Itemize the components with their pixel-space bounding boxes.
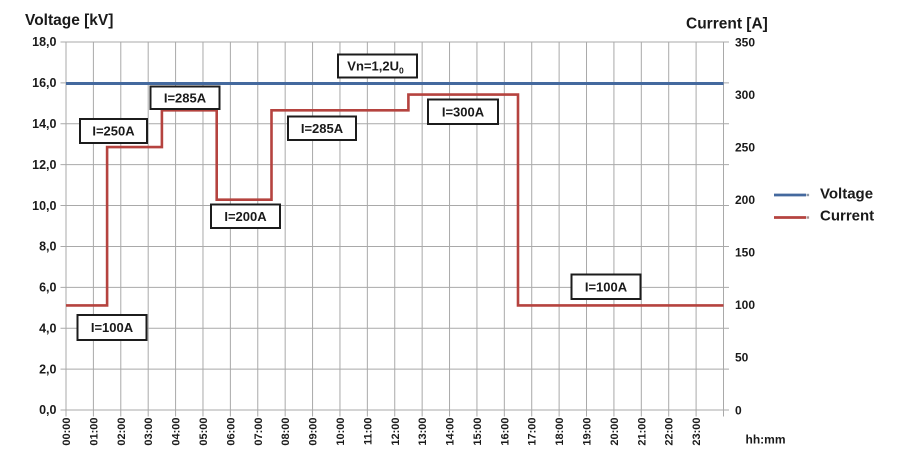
svg-text:18:00: 18:00 [554, 418, 566, 446]
svg-text:20:00: 20:00 [609, 418, 621, 446]
svg-text:12,0: 12,0 [32, 158, 56, 172]
svg-text:4,0: 4,0 [39, 321, 56, 335]
svg-text:Voltage [kV]: Voltage [kV] [25, 12, 113, 29]
svg-text:00:00: 00:00 [61, 418, 73, 446]
svg-text:250: 250 [735, 140, 755, 154]
svg-text:22:00: 22:00 [664, 418, 676, 446]
svg-text:10,0: 10,0 [32, 199, 56, 213]
svg-text:I=285A: I=285A [164, 90, 207, 105]
svg-text:I=200A: I=200A [224, 209, 267, 224]
svg-text:19:00: 19:00 [582, 418, 594, 446]
svg-text:I=100A: I=100A [91, 320, 134, 335]
svg-text:Current [A]: Current [A] [686, 16, 768, 33]
svg-text:01:00: 01:00 [88, 418, 100, 446]
svg-text:2,0: 2,0 [39, 362, 56, 376]
svg-text:Voltage: Voltage [820, 186, 873, 203]
svg-text:6,0: 6,0 [39, 281, 56, 295]
svg-text:23:00: 23:00 [691, 418, 703, 446]
svg-text:14,0: 14,0 [32, 117, 56, 131]
svg-text:11:00: 11:00 [362, 418, 374, 446]
svg-text:08:00: 08:00 [280, 418, 292, 446]
svg-text:hh:mm: hh:mm [746, 433, 786, 447]
svg-text:05:00: 05:00 [198, 418, 210, 446]
svg-text:02:00: 02:00 [116, 418, 128, 446]
svg-text:14:00: 14:00 [445, 418, 457, 446]
svg-text:I=250A: I=250A [92, 124, 135, 139]
svg-text:21:00: 21:00 [636, 418, 648, 446]
svg-text:150: 150 [735, 246, 755, 260]
svg-text:03:00: 03:00 [143, 418, 155, 446]
svg-text:0: 0 [735, 403, 742, 417]
svg-text:16:00: 16:00 [499, 418, 511, 446]
svg-text:17:00: 17:00 [527, 418, 539, 446]
svg-text:13:00: 13:00 [417, 418, 429, 446]
svg-text:100: 100 [735, 298, 755, 312]
svg-text:Current: Current [820, 208, 874, 225]
svg-text:09:00: 09:00 [308, 418, 320, 446]
svg-text:04:00: 04:00 [171, 418, 183, 446]
svg-text:18,0: 18,0 [32, 35, 56, 49]
svg-text:350: 350 [735, 35, 755, 49]
svg-text:200: 200 [735, 193, 755, 207]
svg-text:0,0: 0,0 [39, 403, 56, 417]
svg-text:16,0: 16,0 [32, 76, 56, 90]
svg-text:15:00: 15:00 [472, 418, 484, 446]
svg-text:50: 50 [735, 351, 749, 365]
svg-text:I=100A: I=100A [585, 279, 628, 294]
svg-text:10:00: 10:00 [335, 418, 347, 446]
svg-text:06:00: 06:00 [225, 418, 237, 446]
svg-text:I=285A: I=285A [301, 121, 344, 136]
svg-text:8,0: 8,0 [39, 240, 56, 254]
svg-text:I=300A: I=300A [442, 104, 485, 119]
svg-text:07:00: 07:00 [253, 418, 265, 446]
svg-text:300: 300 [735, 88, 755, 102]
svg-text:12:00: 12:00 [390, 418, 402, 446]
svg-text:Vn=1,2U0: Vn=1,2U0 [347, 59, 404, 76]
